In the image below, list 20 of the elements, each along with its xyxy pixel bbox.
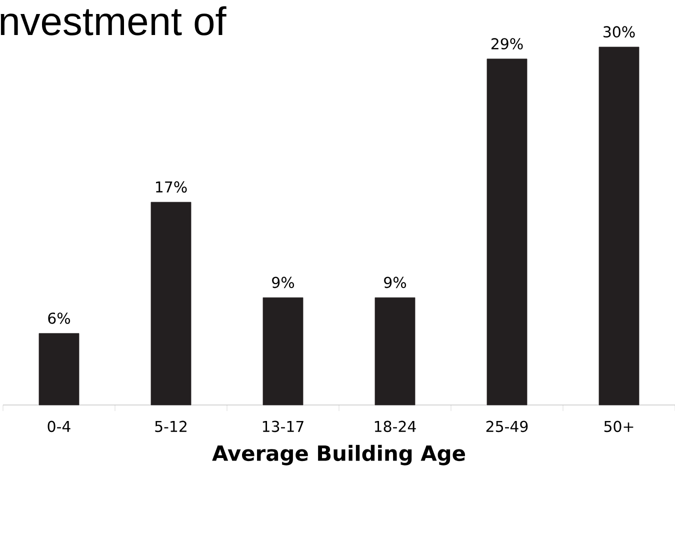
data-label: 9%: [384, 276, 406, 288]
data-label: 9%: [272, 276, 294, 288]
bar: [262, 297, 304, 406]
x-tick-label: 13-17: [262, 420, 304, 432]
data-label: 29%: [491, 38, 523, 50]
data-label: 30%: [604, 26, 635, 38]
data-label: 6%: [48, 312, 70, 324]
bar: [486, 58, 528, 406]
bar: [598, 46, 640, 406]
x-tick-label: 5-12: [155, 420, 186, 432]
bar: [38, 333, 80, 406]
x-tick-label: 18-24: [374, 420, 416, 432]
bar: [374, 297, 416, 406]
x-axis-title: Average Building Age: [212, 444, 465, 466]
data-label: 17%: [156, 181, 187, 193]
x-tick-label: 25-49: [486, 420, 528, 432]
x-tick-label: 0-4: [48, 420, 70, 432]
chart-title: nvestment of: [0, 6, 226, 36]
x-tick-label: 50+: [604, 420, 634, 432]
bar: [150, 202, 192, 406]
